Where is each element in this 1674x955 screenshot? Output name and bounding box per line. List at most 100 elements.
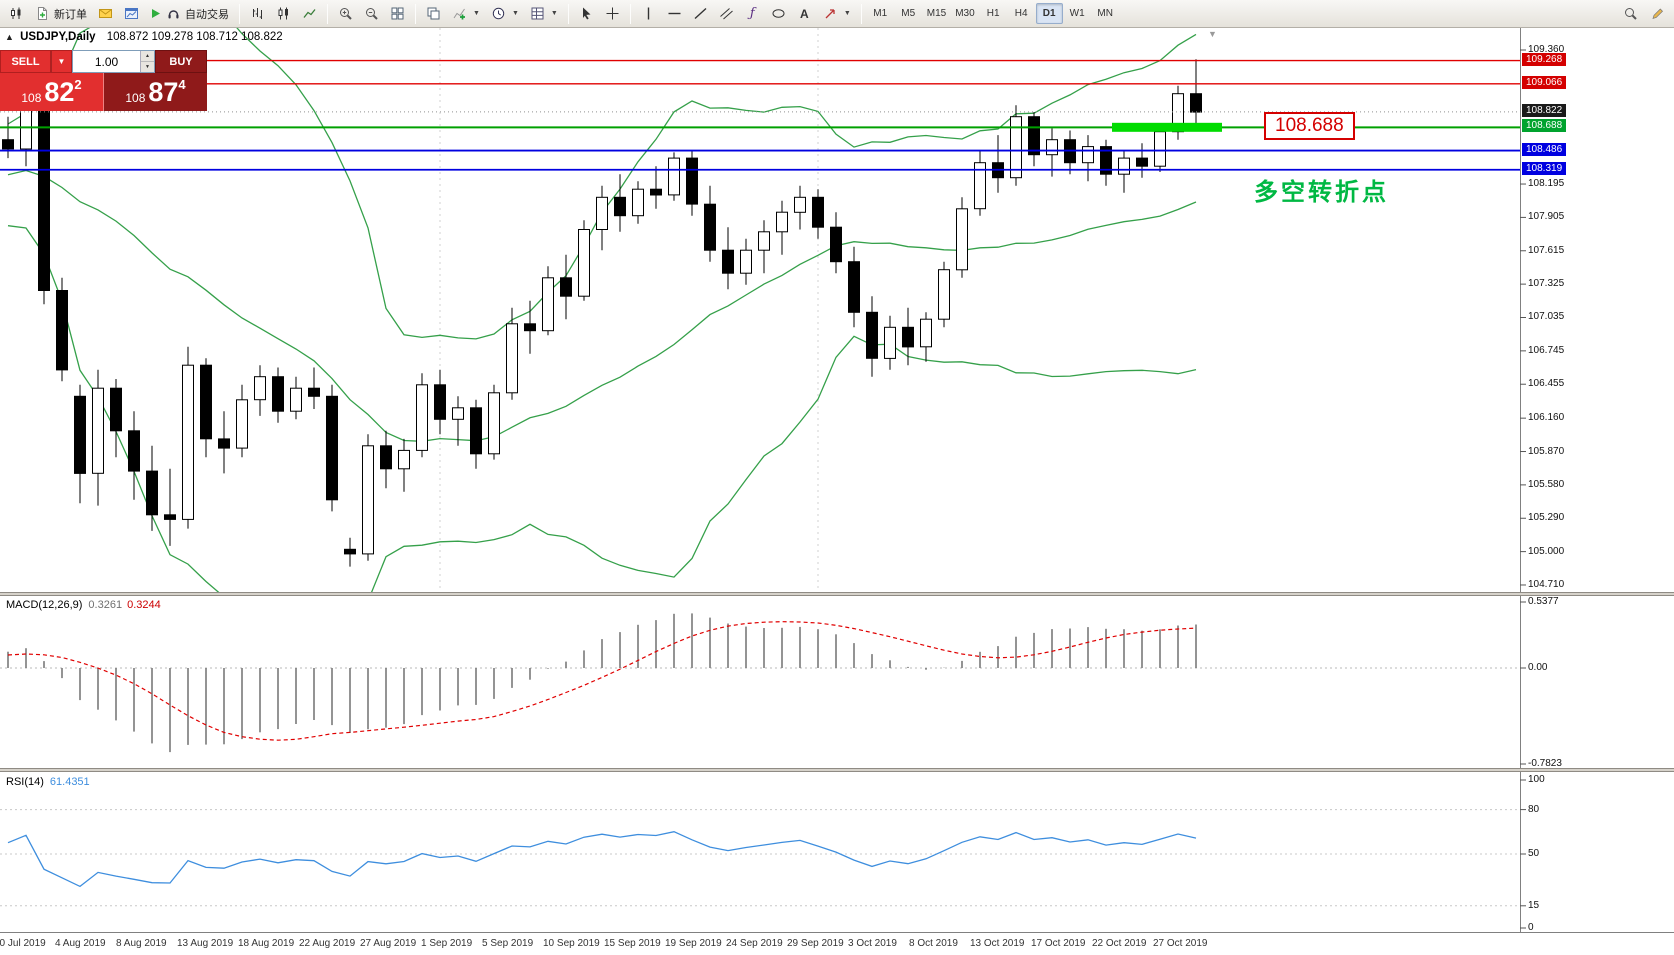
candle-down xyxy=(902,307,914,366)
candle-up xyxy=(668,152,680,201)
date-axis[interactable] xyxy=(0,932,1674,955)
rsi-value: 61.4351 xyxy=(49,776,90,788)
timeframe-button-d1[interactable]: D1 xyxy=(1035,3,1063,24)
crosshair-tool-button[interactable] xyxy=(600,2,625,25)
chart-window-icon xyxy=(125,8,138,19)
template-grid-icon xyxy=(531,7,544,20)
chart-button[interactable] xyxy=(4,2,29,25)
rsi-line xyxy=(7,831,1197,888)
cascade-windows-button[interactable] xyxy=(421,2,446,25)
arrows-tool-button[interactable]: ▼ xyxy=(818,2,856,25)
indicators-button[interactable]: ▼ xyxy=(447,2,485,25)
note-text[interactable]: 多空转折点 xyxy=(1254,179,1389,206)
channel-icon xyxy=(719,8,733,20)
macd-label: MACD(12,26,9) 0.3261 0.3244 xyxy=(6,599,161,611)
lot-spinner: ▲ ▼ xyxy=(140,51,154,72)
search-button[interactable] xyxy=(1618,2,1643,25)
clock-icon xyxy=(492,7,505,20)
shapes-tool-button[interactable] xyxy=(766,2,791,25)
trade-panel-prices: 108 82 2 108 87 4 xyxy=(0,73,207,111)
candle-down xyxy=(200,358,212,458)
trendline-icon xyxy=(694,7,707,20)
toolbar-separator xyxy=(860,3,862,24)
edit-button[interactable] xyxy=(1645,2,1670,25)
candlestick-mode-button[interactable] xyxy=(271,2,296,25)
candle-up xyxy=(92,369,104,506)
lot-increase-button[interactable]: ▲ xyxy=(141,51,154,62)
sell-price[interactable]: 108 82 2 xyxy=(0,73,104,111)
periods-button[interactable]: ▼ xyxy=(486,2,524,25)
timeframe-button-h1[interactable]: H1 xyxy=(980,3,1007,24)
candle-up xyxy=(776,200,788,255)
macd-pane[interactable] xyxy=(0,596,1674,768)
candle-down xyxy=(380,430,392,489)
price-chart-pane[interactable] xyxy=(0,28,1674,592)
candle-down xyxy=(1190,59,1202,125)
panel-collapse-icon[interactable]: ▲ xyxy=(5,32,14,42)
new-order-button[interactable]: 新订单 xyxy=(30,2,92,25)
horizontal-line-icon xyxy=(668,12,681,15)
rsi-pane[interactable] xyxy=(0,772,1674,932)
price-callout-box[interactable]: 108.688 xyxy=(1264,112,1355,140)
candle-down xyxy=(1136,143,1148,178)
candle-down xyxy=(560,254,572,320)
timeframe-button-m15[interactable]: M15 xyxy=(923,3,950,24)
timeframe-button-m1[interactable]: M1 xyxy=(867,3,894,24)
trendline-tool-button[interactable] xyxy=(688,2,713,25)
cursor-tool-button[interactable] xyxy=(574,2,599,25)
envelope-icon xyxy=(99,9,112,18)
mail-button[interactable] xyxy=(93,2,118,25)
timeframe-button-mn[interactable]: MN xyxy=(1092,3,1119,24)
zoom-in-icon xyxy=(340,8,352,20)
candle-down xyxy=(218,411,230,474)
chart-shift-marker[interactable]: ▼ xyxy=(1208,29,1217,39)
timeframe-toolbar: M1 M5 M15 M30 H1 H4 D1 W1 MN xyxy=(867,3,1119,24)
horizontal-line-tool-button[interactable] xyxy=(662,2,687,25)
sell-button[interactable]: SELL xyxy=(0,50,51,73)
vertical-line-tool-button[interactable] xyxy=(636,2,661,25)
text-icon: A xyxy=(799,6,809,21)
buy-price[interactable]: 108 87 4 xyxy=(104,73,207,111)
candle-down xyxy=(722,227,734,290)
zoom-out-button[interactable] xyxy=(359,2,384,25)
line-chart-mode-button[interactable] xyxy=(297,2,322,25)
candle-down xyxy=(38,100,50,305)
symbol-label: USDJPY,Daily xyxy=(20,31,96,43)
candle-chart-icon xyxy=(11,7,21,19)
templates-button[interactable]: ▼ xyxy=(525,2,563,25)
trade-panel-controls: SELL ▼ ▲ ▼ BUY xyxy=(0,50,207,73)
timeframe-button-m30[interactable]: M30 xyxy=(951,3,978,24)
candle-up xyxy=(1082,135,1094,182)
lot-decrease-button[interactable]: ▼ xyxy=(141,62,154,72)
timeframe-button-w1[interactable]: W1 xyxy=(1064,3,1091,24)
bar-chart-mode-button[interactable] xyxy=(245,2,270,25)
candle-up xyxy=(488,384,500,460)
fibonacci-tool-button[interactable]: ƒ xyxy=(740,2,765,25)
candle-down xyxy=(650,166,662,209)
zoom-out-icon xyxy=(366,8,378,20)
new-order-icon xyxy=(38,7,47,20)
cursor-icon xyxy=(582,7,591,20)
data-window-button[interactable] xyxy=(119,2,144,25)
autotrading-button[interactable]: 自动交易 xyxy=(145,2,234,25)
timeframe-button-m5[interactable]: M5 xyxy=(895,3,922,24)
arrow-icon xyxy=(825,9,835,19)
text-tool-button[interactable]: A xyxy=(792,2,817,25)
ellipse-icon xyxy=(772,9,785,18)
pane-separator[interactable] xyxy=(0,592,1674,596)
sell-dropdown-button[interactable]: ▼ xyxy=(51,50,72,73)
candle-down xyxy=(128,411,140,500)
candle-down xyxy=(866,296,878,377)
support-highlight-bar[interactable] xyxy=(1112,122,1222,132)
pane-separator[interactable] xyxy=(0,768,1674,772)
candle-up xyxy=(290,376,302,420)
tile-windows-button[interactable] xyxy=(385,2,410,25)
buy-button[interactable]: BUY xyxy=(155,50,207,73)
zoom-in-button[interactable] xyxy=(333,2,358,25)
rsi-label: RSI(14) 61.4351 xyxy=(6,776,90,788)
channel-tool-button[interactable] xyxy=(714,2,739,25)
lot-size-field: ▲ ▼ xyxy=(72,50,155,73)
timeframe-button-h4[interactable]: H4 xyxy=(1008,3,1035,24)
lot-size-input[interactable] xyxy=(73,51,140,72)
candle-up xyxy=(740,238,752,285)
